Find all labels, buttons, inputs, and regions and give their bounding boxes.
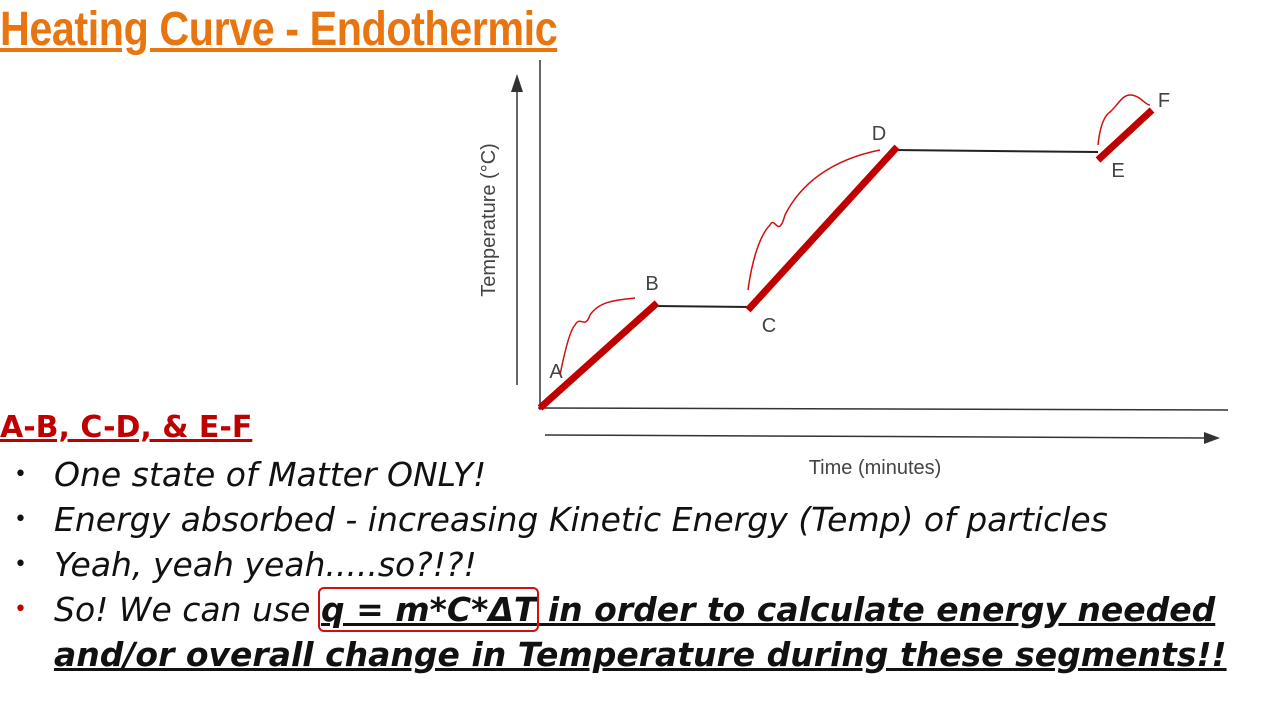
bullet: So! We can use q = m*C*ΔT in order to ca… xyxy=(12,587,1234,677)
bullet-list: One state of Matter ONLY! Energy absorbe… xyxy=(12,452,1272,677)
point-label: B xyxy=(645,273,658,295)
point-label: D xyxy=(872,123,886,145)
segment-ef xyxy=(1095,107,1155,163)
slide-title: Heating Curve - Endothermic xyxy=(0,3,558,56)
y-axis-label: Temperature (°C) xyxy=(478,143,500,297)
segment-ab xyxy=(537,300,660,411)
segment-cd xyxy=(745,144,900,313)
section-heading: A-B, C-D, & E-F xyxy=(0,410,253,445)
plateau-bc xyxy=(654,305,751,308)
x-arrowhead xyxy=(1204,432,1220,444)
formula: q = m*C*ΔT xyxy=(317,587,540,632)
scribble xyxy=(1097,94,1151,146)
point-label: A xyxy=(549,361,563,383)
y-arrowhead xyxy=(511,74,523,92)
point-label: F xyxy=(1158,90,1170,112)
point-label: C xyxy=(762,315,776,337)
bullet-text: in order to calculate energy needed and/… xyxy=(54,590,1227,674)
bullet: Yeah, yeah yeah.....so?!?! xyxy=(12,542,1272,587)
bullet-text: So! We can use xyxy=(54,590,321,629)
bullet: Energy absorbed - increasing Kinetic Ene… xyxy=(12,497,1272,542)
scribble xyxy=(559,297,636,376)
x-arrow xyxy=(544,434,1211,439)
point-label: E xyxy=(1111,160,1124,182)
plateau-de xyxy=(892,149,1099,153)
bullet: One state of Matter ONLY! xyxy=(12,452,1272,497)
x-axis xyxy=(537,407,1229,411)
scribble xyxy=(747,149,881,291)
